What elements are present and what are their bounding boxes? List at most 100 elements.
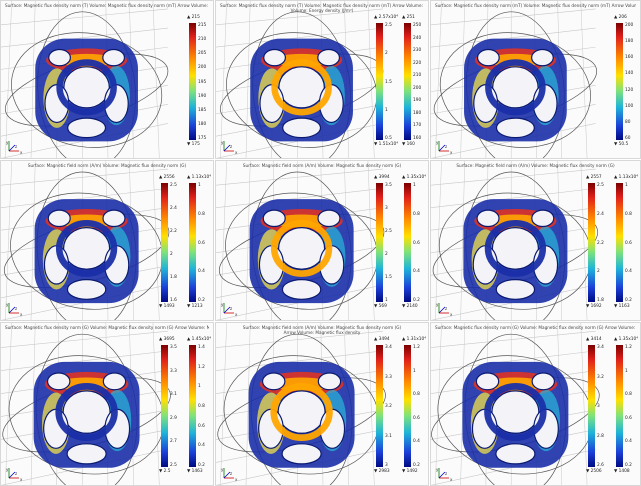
grid-line [216, 8, 383, 26]
ring-hole [491, 390, 540, 434]
3d-model-view[interactable] [1, 1, 214, 159]
colorbar-tick: 0.2 [413, 298, 420, 303]
axis-label-z: z [15, 471, 18, 476]
ring-hole [102, 372, 127, 391]
colorbar-min: ▼ 1163 [614, 304, 630, 309]
colorbar-max: ▲ 206 [614, 15, 627, 20]
colorbar-tick: 200 [625, 23, 634, 28]
colorbar-tick: 250 [413, 23, 422, 28]
colorbar-tick: 2 [385, 252, 388, 257]
grid-line [220, 161, 227, 320]
grid-line [30, 1, 36, 158]
3d-model-view[interactable] [431, 1, 641, 159]
colorbar-tick: 180 [625, 39, 634, 45]
colorbar-tick: 1.5 [385, 275, 392, 280]
colorbar-tick: 0.8 [413, 392, 420, 398]
colorbar-tick: 2.9 [170, 415, 177, 421]
grid-line [1, 330, 168, 348]
colorbar-tick: 2 [170, 252, 173, 257]
3d-model-view[interactable] [1, 161, 214, 321]
grid-line [5, 161, 12, 320]
plot-title: Surface: Magnetic flux density norm (mT)… [435, 3, 636, 8]
grid-line [431, 168, 596, 186]
ring-hole [47, 209, 71, 228]
colorbar-tick: 0.2 [198, 298, 205, 303]
3d-model-view[interactable] [216, 161, 429, 321]
colorbar-tick: 210 [413, 73, 422, 79]
colorbar-tick: 2.5 [170, 183, 177, 188]
ring-torus [270, 383, 333, 442]
colorbar-min: ▼ 50.5 [614, 142, 629, 147]
plot-title: Surface: Magnetic field norm (A/m) Volum… [27, 163, 187, 168]
colorbar-tick: 2.4 [597, 211, 604, 217]
grid-line [245, 323, 251, 485]
colorbar-tick: 0.2 [413, 463, 420, 468]
ring-hole [531, 48, 554, 67]
colorbar-tick: 120 [625, 87, 634, 93]
plot-subtitle: Arrow Volume: Magnetic flux density [283, 330, 361, 335]
axis-label-z: z [230, 144, 233, 149]
colorbar-tick: 60 [625, 136, 631, 141]
grid-line [460, 161, 466, 320]
colorbar-tick: 2.5 [385, 23, 392, 28]
result-plot-panel[interactable]: Surface: Magnetic field norm (A/m) Volum… [0, 160, 214, 321]
ring-hole [262, 209, 286, 228]
grid-line [1, 27, 168, 48]
result-plot-panel[interactable]: Surface: Magnetic field norm (A/m) Volum… [215, 322, 429, 486]
axis-label-z: z [445, 471, 448, 476]
3d-model-view[interactable] [431, 161, 641, 321]
3d-model-view[interactable] [216, 323, 429, 486]
colorbar [189, 23, 196, 140]
colorbar-max: ▲ 1.31x10⁴ [402, 337, 426, 342]
ring-torus [484, 219, 547, 277]
grid-line [152, 323, 160, 485]
colorbar-min: ▼ 1408 [614, 469, 630, 474]
3d-model-view[interactable] [431, 323, 641, 486]
grid-line [220, 323, 227, 485]
result-plot-panel[interactable]: Surface: Magnetic flux density norm (T) … [0, 0, 214, 159]
axis-label-y: y [436, 302, 439, 307]
grid-line [431, 350, 596, 371]
colorbar-min: ▼ 1492 [402, 469, 418, 474]
grid-line [367, 161, 375, 320]
result-plot-panel[interactable]: Surface: Magnetic flux density norm (G) … [0, 322, 214, 486]
plot-title: Surface: Magnetic field norm (A/m) Volum… [456, 163, 615, 168]
colorbar-tick: 195 [198, 79, 207, 85]
colorbar-tick: 0.2 [625, 298, 632, 303]
colorbar-tick: 230 [413, 48, 422, 54]
colorbar [189, 345, 196, 467]
3d-model-view[interactable] [216, 1, 429, 159]
colorbar-tick: 1 [413, 368, 416, 374]
colorbar-tick: 2.4 [170, 206, 177, 211]
result-plot-panel[interactable]: Surface: Magnetic flux density norm (G) … [430, 322, 641, 486]
grid-line [431, 330, 596, 348]
grid-line [216, 330, 383, 348]
ring-hole [278, 66, 325, 109]
colorbar-tick: 2.2 [597, 240, 604, 246]
ring-hole [277, 390, 326, 434]
colorbar-tick: 1 [413, 183, 416, 188]
axis-label-x: x [450, 312, 453, 317]
result-plot-panel[interactable]: Surface: Magnetic field norm (A/m) Volum… [430, 160, 641, 321]
axis-label-x: x [235, 150, 238, 155]
colorbar-tick: 2.5 [597, 183, 604, 188]
colorbar-min: ▼ 1.51x10⁴ [374, 142, 398, 147]
result-plot-panel[interactable]: Surface: Magnetic flux density norm (T) … [215, 0, 429, 159]
ring-hole [531, 372, 556, 391]
colorbar-tick: 80 [625, 119, 631, 125]
ring-hole [62, 390, 111, 434]
result-plot-panel[interactable]: Surface: Magnetic field norm (A/m) Volum… [215, 160, 429, 321]
colorbar-max: ▲ 215 [187, 15, 200, 20]
colorbar [588, 345, 595, 467]
result-plot-panel[interactable]: Surface: Magnetic flux density norm (mT)… [430, 0, 641, 159]
axis-label-z: z [15, 306, 18, 311]
colorbar-tick: 140 [625, 71, 634, 77]
colorbar-tick: 1.2 [413, 345, 420, 350]
axis-label-x: x [20, 477, 23, 482]
colorbar-tick: 1.2 [198, 364, 205, 370]
colorbar-min: ▼ 1463 [187, 469, 203, 474]
axis-label-x: x [450, 150, 453, 155]
plot-title: Surface: Magnetic flux density norm (G) … [5, 325, 209, 330]
3d-model-view[interactable] [1, 323, 214, 486]
colorbar-tick: 160 [413, 136, 422, 141]
